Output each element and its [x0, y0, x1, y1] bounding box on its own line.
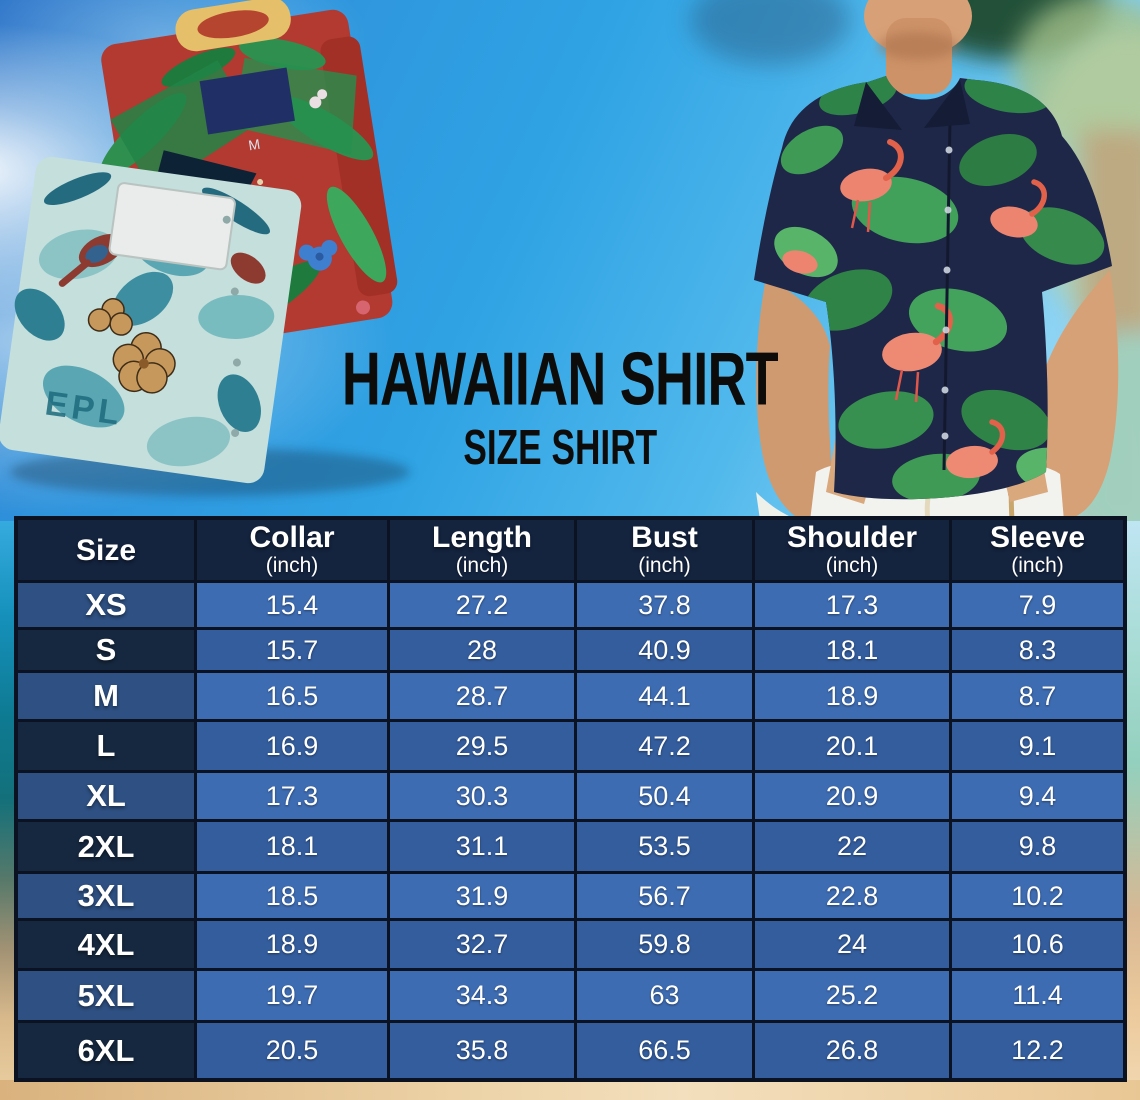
value-cell: 16.9 [197, 722, 387, 770]
value-cell: 50.4 [577, 773, 752, 819]
value-cell: 9.8 [952, 822, 1123, 871]
value-cell: 47.2 [577, 722, 752, 770]
value-cell: 20.5 [197, 1023, 387, 1078]
value-cell: 31.1 [390, 822, 574, 871]
value-cell: 24 [755, 921, 949, 968]
value-cell: 15.7 [197, 630, 387, 670]
size-cell: XL [18, 773, 194, 819]
value-cell: 10.2 [952, 874, 1123, 918]
column-header-length: Length (inch) [390, 520, 574, 580]
page-subtitle: SIZE SHIRT [463, 418, 657, 475]
value-cell: 27.2 [390, 583, 574, 627]
banner-art: M [0, 0, 1140, 521]
value-cell: 18.5 [197, 874, 387, 918]
value-cell: 8.3 [952, 630, 1123, 670]
size-cell: 4XL [18, 921, 194, 968]
value-cell: 20.1 [755, 722, 949, 770]
value-cell: 18.9 [755, 673, 949, 719]
value-cell: 28 [390, 630, 574, 670]
value-cell: 18.9 [197, 921, 387, 968]
size-cell: M [18, 673, 194, 719]
value-cell: 32.7 [390, 921, 574, 968]
shirt-collar [854, 82, 902, 130]
folded-shirts-photo: M [0, 0, 410, 496]
value-cell: 19.7 [197, 971, 387, 1020]
value-cell: 53.5 [577, 822, 752, 871]
value-cell: 40.9 [577, 630, 752, 670]
value-cell: 11.4 [952, 971, 1123, 1020]
size-cell: 5XL [18, 971, 194, 1020]
value-cell: 31.9 [390, 874, 574, 918]
value-cell: 22 [755, 822, 949, 871]
value-cell: 22.8 [755, 874, 949, 918]
value-cell: 35.8 [390, 1023, 574, 1078]
value-cell: 16.5 [197, 673, 387, 719]
size-cell: 6XL [18, 1023, 194, 1078]
size-cell: XS [18, 583, 194, 627]
page-title: HAWAIIAN SHIRT [341, 337, 779, 422]
value-cell: 30.3 [390, 773, 574, 819]
value-cell: 18.1 [197, 822, 387, 871]
value-cell: 18.1 [755, 630, 949, 670]
value-cell: 26.8 [755, 1023, 949, 1078]
column-header-collar: Collar (inch) [197, 520, 387, 580]
size-cell: 2XL [18, 822, 194, 871]
size-cell: 3XL [18, 874, 194, 918]
value-cell: 29.5 [390, 722, 574, 770]
sand-strip [0, 1080, 1140, 1100]
beach-background-right [1126, 521, 1140, 1100]
teal-hawaiian-shirt: EPL [0, 150, 302, 484]
red-shirt-size-tag: M [247, 136, 261, 154]
value-cell: 63 [577, 971, 752, 1020]
value-cell: 12.2 [952, 1023, 1123, 1078]
value-cell: 15.4 [197, 583, 387, 627]
value-cell: 17.3 [197, 773, 387, 819]
title-block: HAWAIIAN SHIRT SIZE SHIRT [0, 337, 1120, 475]
beach-photo-banner: M [0, 0, 1140, 521]
value-cell: 34.3 [390, 971, 574, 1020]
value-cell: 37.8 [577, 583, 752, 627]
column-header-sleeve: Sleeve (inch) [952, 520, 1123, 580]
value-cell: 28.7 [390, 673, 574, 719]
value-cell: 8.7 [952, 673, 1123, 719]
size-cell: L [18, 722, 194, 770]
column-header-bust: Bust (inch) [577, 520, 752, 580]
value-cell: 17.3 [755, 583, 949, 627]
size-cell: S [18, 630, 194, 670]
value-cell: 44.1 [577, 673, 752, 719]
value-cell: 56.7 [577, 874, 752, 918]
beach-background-left [0, 521, 16, 1100]
size-chart-table: Size Collar (inch) Length (inch) Bust (inch… [14, 516, 1127, 1082]
value-cell: 9.1 [952, 722, 1123, 770]
value-cell: 9.4 [952, 773, 1123, 819]
value-cell: 59.8 [577, 921, 752, 968]
model-photo [754, 0, 1119, 521]
value-cell: 25.2 [755, 971, 949, 1020]
value-cell: 20.9 [755, 773, 949, 819]
value-cell: 66.5 [577, 1023, 752, 1078]
column-header-shoulder: Shoulder (inch) [755, 520, 949, 580]
value-cell: 7.9 [952, 583, 1123, 627]
value-cell: 10.6 [952, 921, 1123, 968]
column-header-size: Size [18, 520, 194, 580]
